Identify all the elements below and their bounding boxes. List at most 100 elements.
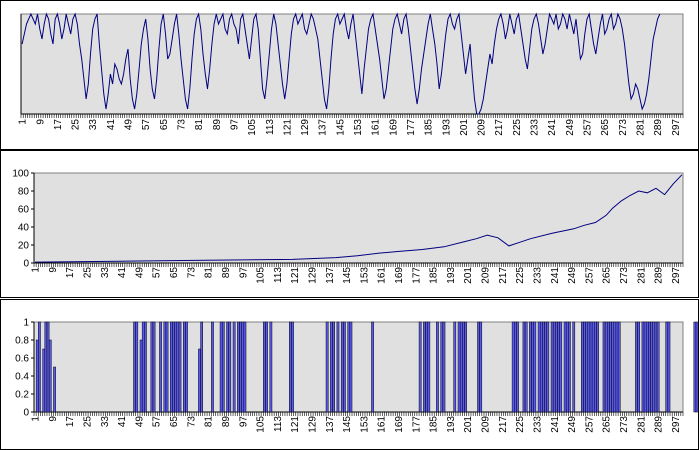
x-tick-marks-3 <box>33 412 684 416</box>
bar <box>667 321 671 413</box>
bar <box>514 321 517 413</box>
x-tick-label: 121 <box>282 119 293 136</box>
bar <box>291 321 294 413</box>
bar <box>544 321 547 413</box>
x-tick-label: 113 <box>273 416 284 432</box>
x-tick-label: 89 <box>212 119 223 131</box>
bar <box>589 321 593 413</box>
bar <box>563 321 567 413</box>
bar <box>477 321 480 413</box>
x-tick-label: 241 <box>550 416 561 433</box>
bar <box>178 321 182 413</box>
bar <box>557 321 560 413</box>
x-tick-label: 209 <box>481 267 492 284</box>
x-tick-label: 1 <box>18 119 29 125</box>
x-tick-label: 217 <box>498 267 509 284</box>
x-tick-label: 217 <box>494 119 505 136</box>
bar <box>46 321 50 413</box>
bar <box>418 321 422 413</box>
x-tick-label: 257 <box>584 416 595 433</box>
x-tick-label: 41 <box>117 267 128 279</box>
x-tick-label: 25 <box>83 416 94 428</box>
bar <box>602 321 606 413</box>
bar <box>219 321 223 413</box>
bar <box>581 321 584 413</box>
x-tick-label: 249 <box>567 267 578 284</box>
bar <box>436 321 439 413</box>
x-tick-label: 201 <box>463 267 474 284</box>
bar <box>183 321 186 413</box>
chart-2-svg: 0 20 40 60 80 100 1 9 17 25 33 41 49 57 65 73 81 89 97 105 1… <box>12 169 684 284</box>
bar <box>38 321 41 413</box>
x-tick-label: 81 <box>194 119 205 131</box>
x-tick-label: 265 <box>602 416 613 433</box>
plot-area-1 <box>20 13 684 115</box>
bar <box>654 321 658 413</box>
x-tick-label: 193 <box>446 416 457 433</box>
bar <box>594 321 597 413</box>
bar <box>615 321 619 413</box>
x-tick-label: 33 <box>100 416 111 428</box>
x-tick-label: 297 <box>671 267 682 284</box>
x-tick-label: 73 <box>186 267 197 279</box>
bar <box>263 321 266 413</box>
series-line-1 <box>21 12 661 115</box>
x-tick-label: 265 <box>600 119 611 136</box>
y-tick-label: 100 <box>12 169 29 180</box>
bar <box>152 321 156 413</box>
bar <box>559 321 563 413</box>
x-tick-label: 89 <box>221 416 232 428</box>
y-tick-label: 0.4 <box>15 372 29 383</box>
bar <box>237 321 240 413</box>
bar <box>423 321 426 413</box>
x-tick-label: 273 <box>619 416 630 433</box>
bar <box>529 321 532 413</box>
x-tick-label: 105 <box>256 416 267 433</box>
x-tick-label: 281 <box>636 119 647 136</box>
bar <box>226 321 229 413</box>
x-tick-label: 297 <box>671 416 682 433</box>
chart-3-svg: 00.20.40.60.811 9 17 25 33 41 49 57 65 73 81 89 97 10… <box>15 318 698 433</box>
x-tick-label: 185 <box>429 267 440 284</box>
x-tick-label: 1 <box>31 267 42 273</box>
x-tick-label: 169 <box>394 267 405 284</box>
bar <box>637 321 640 413</box>
bar <box>165 321 169 413</box>
bar <box>427 321 431 413</box>
bar <box>239 321 242 413</box>
x-tick-label: 1 <box>31 416 42 422</box>
chart-panel-2: 0 20 40 60 80 100 1 9 17 25 33 41 49 57 65 73 81 89 97 105 1… <box>0 150 699 298</box>
bar <box>269 321 273 413</box>
x-tick-label: 137 <box>318 119 329 136</box>
bar <box>48 339 52 413</box>
bar <box>211 321 214 413</box>
x-tick-label: 193 <box>446 267 457 284</box>
x-tick-label: 121 <box>290 267 301 284</box>
chart-panel-3: 0 0.2 0.4 0.6 0.8 1 1 9 17 25 33 41 49 57 65 73 81 89 97 10… <box>0 299 699 450</box>
bars-3 <box>35 321 698 413</box>
bar <box>35 339 39 413</box>
bar <box>542 321 545 413</box>
bar <box>442 321 446 413</box>
y-tick-label: 60 <box>18 205 30 216</box>
x-tick-label: 137 <box>325 416 336 433</box>
bar <box>133 321 136 413</box>
bar <box>174 321 178 413</box>
bar <box>325 321 329 413</box>
bar <box>609 321 612 413</box>
bar <box>459 321 463 413</box>
x-tick-label: 281 <box>636 267 647 284</box>
x-tick-label: 17 <box>53 119 64 131</box>
bar <box>453 321 457 413</box>
x-tick-label: 289 <box>653 119 664 136</box>
bar <box>144 321 147 413</box>
bar <box>141 321 145 413</box>
chart-1-svg: 1 9 17 25 33 41 49 57 65 73 81 89 97 105 113 121 129 137 1… <box>18 12 684 136</box>
bar <box>641 321 645 413</box>
x-tick-label: 113 <box>265 119 276 135</box>
x-tick-label: 273 <box>619 267 630 284</box>
x-tick-label: 9 <box>35 119 46 125</box>
x-tick-label: 105 <box>247 119 258 136</box>
x-tick-label: 193 <box>441 119 452 136</box>
y-tick-label: 20 <box>18 241 30 252</box>
